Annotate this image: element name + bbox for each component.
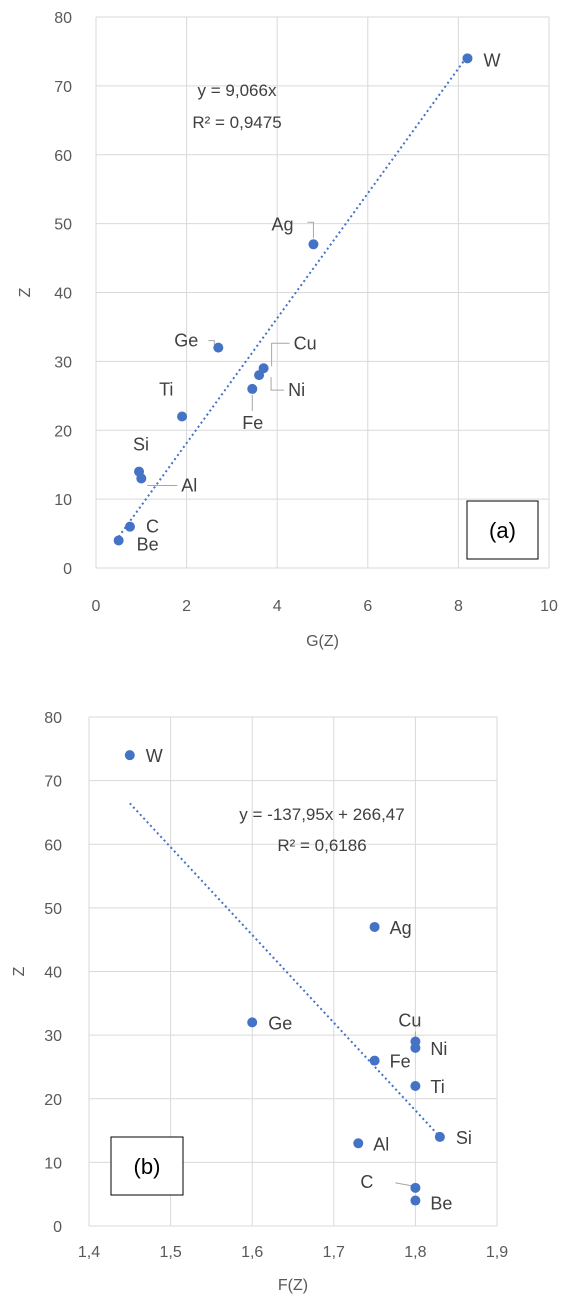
- panel-label: (b): [134, 1154, 161, 1179]
- trendline-r2: R² = 0,9475: [192, 113, 281, 132]
- x-tick-label: 10: [540, 598, 558, 615]
- y-tick-label: 60: [54, 148, 72, 165]
- data-point-w: [462, 53, 473, 64]
- data-point-c: [124, 521, 135, 532]
- x-axis-label: G(Z): [306, 633, 339, 650]
- data-point-be: [410, 1195, 421, 1206]
- panel-label-box: [466, 500, 539, 560]
- data-point-al: [353, 1138, 364, 1149]
- y-tick-label: 70: [44, 774, 62, 791]
- point-label-ag: Ag: [271, 214, 293, 234]
- x-tick-label: 1,7: [323, 1244, 345, 1261]
- y-tick-label: 70: [54, 79, 72, 96]
- point-label-ge: Ge: [268, 1013, 292, 1033]
- point-label-si: Si: [456, 1128, 472, 1148]
- panel-label-box: [110, 1136, 184, 1196]
- y-tick-label: 60: [44, 837, 62, 854]
- x-tick-label: 8: [454, 598, 463, 615]
- y-tick-label: 40: [54, 286, 72, 303]
- y-axis-label: Z: [11, 966, 28, 976]
- point-label-ti: Ti: [159, 379, 173, 399]
- y-tick-label: 10: [44, 1155, 62, 1172]
- data-point-ni: [410, 1042, 421, 1053]
- y-tick-label: 80: [54, 10, 72, 27]
- data-point-c: [410, 1182, 421, 1193]
- point-label-ti: Ti: [430, 1077, 444, 1097]
- data-point-ti: [177, 411, 188, 422]
- data-point-ti: [410, 1081, 421, 1092]
- leader-line-cu: [271, 342, 290, 367]
- panel-label: (a): [489, 518, 516, 543]
- y-tick-label: 50: [54, 217, 72, 234]
- data-point-si: [434, 1131, 445, 1142]
- y-tick-label: 10: [54, 492, 72, 509]
- data-point-fe: [369, 1055, 380, 1066]
- y-tick-label: 0: [53, 1219, 62, 1236]
- y-tick-label: 30: [54, 354, 72, 371]
- point-label-fe: Fe: [390, 1052, 411, 1072]
- leader-line-ge: [208, 340, 215, 345]
- trendline: [117, 55, 469, 538]
- data-point-ag: [369, 921, 380, 932]
- point-label-ni: Ni: [288, 380, 305, 400]
- y-tick-label: 80: [44, 710, 62, 727]
- y-tick-label: 0: [63, 561, 72, 578]
- point-label-cu: Cu: [398, 1010, 421, 1030]
- data-point-be: [113, 535, 124, 546]
- chart-panel-0: 0 2 4 6 8 10 0 10 20 30 40 50 60 70 80 G(Z) Zy = 9,066x R…: [17, 10, 558, 650]
- y-tick-label: 30: [44, 1028, 62, 1045]
- x-tick-label: 1,6: [241, 1244, 263, 1261]
- leader-line-ni: [270, 377, 285, 391]
- point-label-si: Si: [133, 435, 149, 455]
- y-tick-label: 50: [44, 901, 62, 918]
- x-tick-label: 1,9: [486, 1244, 508, 1261]
- x-tick-label: 4: [273, 598, 282, 615]
- point-label-al: Al: [181, 475, 197, 495]
- data-point-ni: [254, 370, 265, 381]
- y-tick-label: 20: [44, 1092, 62, 1109]
- leader-line-ag: [307, 221, 314, 239]
- point-label-be: Be: [137, 534, 159, 554]
- trendline-equation: y = -137,95x + 266,47: [239, 805, 404, 824]
- chart-panel-1: 1,4 1,5 1,6 1,7 1,8 1,9 0 10 20 30 40 50 60 70 80 F(Z) Z…: [11, 710, 508, 1294]
- point-label-ag: Ag: [390, 918, 412, 938]
- point-label-w: W: [146, 746, 163, 766]
- data-point-ge: [213, 342, 224, 353]
- y-axis-label: Z: [17, 287, 34, 297]
- point-label-fe: Fe: [242, 413, 263, 433]
- data-point-al: [136, 473, 147, 484]
- point-label-c: C: [146, 517, 159, 537]
- leader-line-c: [395, 1182, 413, 1187]
- x-tick-label: 1,5: [159, 1244, 181, 1261]
- x-tick-label: 6: [363, 598, 372, 615]
- trendline-equation: y = 9,066x: [198, 81, 277, 100]
- x-axis-label: F(Z): [278, 1277, 308, 1294]
- data-point-w: [124, 750, 135, 761]
- data-point-ge: [247, 1017, 258, 1028]
- point-label-c: C: [360, 1172, 373, 1192]
- x-tick-label: 0: [92, 598, 101, 615]
- point-label-w: W: [483, 50, 500, 70]
- point-label-be: Be: [430, 1194, 452, 1214]
- data-point-fe: [247, 383, 258, 394]
- trendline-r2: R² = 0,6186: [277, 836, 366, 855]
- point-label-al: Al: [373, 1134, 389, 1154]
- x-tick-label: 1,4: [78, 1244, 100, 1261]
- point-label-ni: Ni: [430, 1039, 447, 1059]
- y-tick-label: 20: [54, 423, 72, 440]
- y-tick-label: 40: [44, 965, 62, 982]
- x-tick-label: 2: [182, 598, 191, 615]
- data-point-ag: [308, 239, 319, 250]
- point-label-cu: Cu: [294, 333, 317, 353]
- x-tick-label: 1,8: [404, 1244, 426, 1261]
- point-label-ge: Ge: [174, 331, 198, 351]
- trendline: [129, 802, 441, 1138]
